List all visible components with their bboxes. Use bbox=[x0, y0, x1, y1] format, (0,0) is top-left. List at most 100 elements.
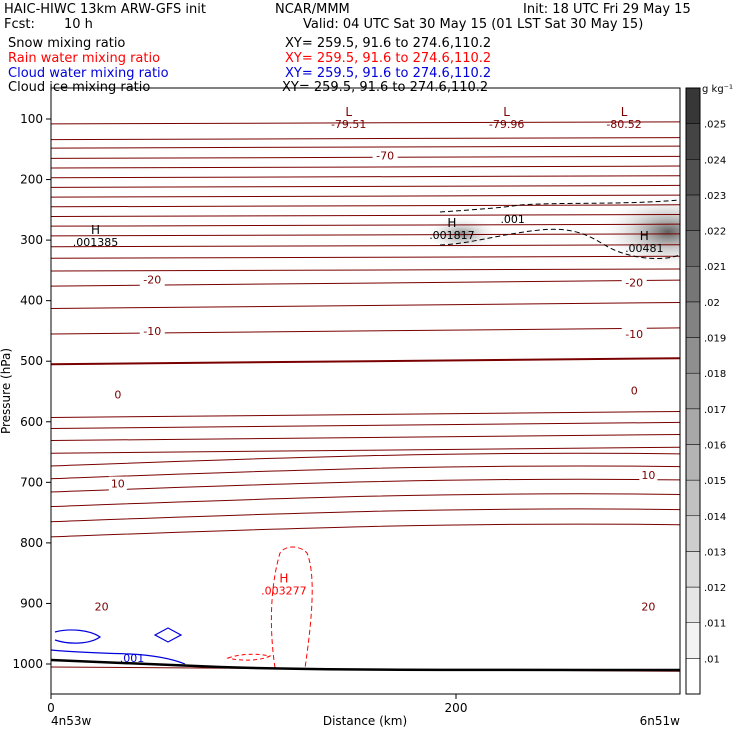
isotherm bbox=[51, 493, 680, 508]
extremum-value: .00481 bbox=[625, 242, 664, 255]
isotherm bbox=[51, 121, 680, 125]
colorbar-swatch bbox=[685, 337, 701, 374]
isotherm bbox=[51, 452, 680, 467]
colorbar-label: .019 bbox=[704, 334, 726, 345]
x-tick-label: 0 bbox=[47, 701, 55, 715]
colorbar-label: .011 bbox=[704, 619, 726, 630]
isotherm bbox=[51, 268, 680, 272]
isotherm-label: -20 bbox=[625, 277, 643, 290]
isotherm bbox=[51, 233, 680, 237]
field-cloud-name: Cloud water mixing ratio bbox=[8, 66, 169, 81]
cloud-water-contour-1 bbox=[54, 629, 102, 644]
extremum-type: L bbox=[621, 105, 628, 119]
isotherm-label-bg bbox=[108, 476, 127, 491]
extremum-value: -80.52 bbox=[606, 118, 641, 131]
y-tick-label: 100 bbox=[20, 112, 43, 126]
colorbar-swatch bbox=[685, 230, 701, 267]
y-tick-label: 600 bbox=[20, 415, 43, 429]
rain-contour bbox=[270, 546, 313, 669]
colorbar-swatch bbox=[685, 551, 701, 588]
field-rain-name: Rain water mixing ratio bbox=[8, 51, 161, 66]
isotherm-label: -10 bbox=[143, 325, 161, 338]
colorbar-label: .017 bbox=[704, 405, 726, 416]
isotherm bbox=[51, 165, 680, 169]
isotherm bbox=[51, 223, 680, 227]
isotherm-label: 0 bbox=[631, 384, 638, 397]
extremum-value: -79.96 bbox=[489, 118, 524, 131]
colorbar-unit: g kg⁻¹ bbox=[702, 84, 733, 95]
colorbar-label: .012 bbox=[704, 583, 726, 594]
colorbar-swatch bbox=[685, 658, 701, 695]
isotherm bbox=[51, 508, 680, 523]
isotherm bbox=[51, 184, 680, 188]
extremum-type: H bbox=[447, 216, 456, 230]
colorbar-label: .023 bbox=[704, 191, 726, 202]
x-tick-label: 200 bbox=[445, 701, 468, 715]
colorbar-frame bbox=[685, 87, 701, 695]
isotherm-zero bbox=[51, 357, 680, 366]
colorbar-label: .015 bbox=[704, 476, 726, 487]
extremum-value: .001817 bbox=[429, 229, 475, 242]
forecast-label: Fcst: bbox=[4, 17, 35, 32]
isotherm-label-bg bbox=[92, 599, 111, 614]
extremum-value: -79.51 bbox=[331, 118, 366, 131]
isotherm-label: 10 bbox=[111, 478, 125, 491]
isotherm bbox=[51, 213, 680, 217]
extremum-type: L bbox=[503, 105, 510, 119]
isotherm bbox=[51, 175, 680, 179]
colorbar-swatch bbox=[685, 123, 701, 160]
colorbar-label: .01 bbox=[704, 654, 720, 665]
colorbar-label: .022 bbox=[704, 227, 726, 238]
colorbar-label: .018 bbox=[704, 369, 726, 380]
colorbar-label: .014 bbox=[704, 512, 726, 523]
isotherm-label: 10 bbox=[641, 469, 655, 482]
isotherm-label: -20 bbox=[143, 273, 161, 286]
colorbar-swatch bbox=[685, 301, 701, 338]
isotherm bbox=[51, 410, 680, 419]
colorbar-swatch bbox=[685, 87, 701, 124]
y-axis-label: Pressure (hPa) bbox=[0, 348, 13, 434]
plot-frame bbox=[50, 87, 681, 695]
field-rain-xy: XY= 259.5, 91.6 to 274.6,110.2 bbox=[285, 51, 492, 66]
extremum-type: L bbox=[345, 105, 352, 119]
isotherm bbox=[51, 433, 680, 442]
isotherm bbox=[51, 301, 680, 310]
y-tick-label: 200 bbox=[20, 173, 43, 187]
extremum-value: .003277 bbox=[261, 584, 307, 597]
colorbar-swatch bbox=[685, 159, 701, 196]
isotherm-label-bg bbox=[139, 272, 165, 287]
isotherm-label-bg bbox=[621, 326, 647, 341]
y-tick-label: 500 bbox=[20, 354, 43, 368]
field-snow-xy: XY= 259.5, 91.6 to 274.6,110.2 bbox=[285, 36, 492, 51]
extremum-type: H bbox=[640, 229, 649, 243]
colorbar-swatch bbox=[685, 622, 701, 659]
contour-value-label: .001 bbox=[120, 652, 145, 665]
x-endpoint-left: 4n53w bbox=[51, 714, 92, 728]
init-time: Init: 18 UTC Fri 29 May 15 bbox=[523, 2, 691, 17]
isotherm-label-bg bbox=[639, 599, 658, 614]
y-tick-label: 300 bbox=[20, 233, 43, 247]
x-endpoint-right: 6n51w bbox=[640, 714, 681, 728]
isotherm bbox=[51, 421, 680, 429]
x-axis-label: Distance (km) bbox=[323, 714, 407, 728]
field-cloud-xy: XY= 259.5, 91.6 to 274.6,110.2 bbox=[285, 66, 492, 81]
cloud-water-contour-2 bbox=[153, 627, 183, 643]
colorbar-swatch bbox=[685, 194, 701, 231]
colorbar-label: .025 bbox=[704, 120, 726, 131]
extremum-value: .001385 bbox=[73, 236, 119, 249]
isotherm bbox=[51, 155, 680, 159]
isotherm-label-bg bbox=[639, 468, 658, 483]
ice-contour-upper bbox=[439, 199, 680, 213]
isotherm-label-bg bbox=[621, 275, 647, 290]
isotherm-label: 20 bbox=[641, 600, 655, 613]
isotherm-label: 0 bbox=[114, 389, 121, 402]
extremum-type: H bbox=[91, 223, 100, 237]
isotherm-label: -10 bbox=[625, 328, 643, 341]
isotherm bbox=[51, 194, 680, 198]
isotherm bbox=[51, 255, 680, 259]
extremum-type: H bbox=[279, 571, 288, 585]
ice-contour-lower bbox=[439, 228, 680, 260]
colorbar-label: .013 bbox=[704, 547, 726, 558]
isotherm-label-bg bbox=[112, 387, 124, 402]
